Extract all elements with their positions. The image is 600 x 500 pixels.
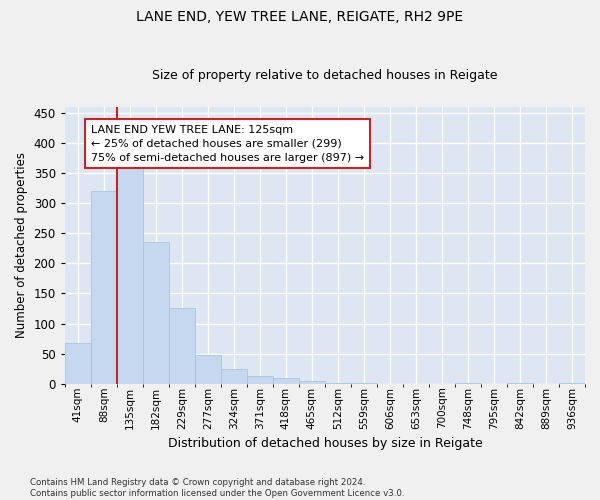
Bar [325, 383, 351, 384]
Bar [455, 383, 481, 384]
Bar [143, 242, 169, 384]
Bar [559, 382, 585, 384]
Bar [169, 308, 195, 384]
Bar [91, 191, 117, 384]
Bar [117, 168, 143, 384]
X-axis label: Distribution of detached houses by size in Reigate: Distribution of detached houses by size … [167, 437, 482, 450]
Bar [273, 378, 299, 384]
Text: Contains HM Land Registry data © Crown copyright and database right 2024.
Contai: Contains HM Land Registry data © Crown c… [30, 478, 404, 498]
Bar [351, 383, 377, 384]
Bar [195, 355, 221, 384]
Text: LANE END, YEW TREE LANE, REIGATE, RH2 9PE: LANE END, YEW TREE LANE, REIGATE, RH2 9P… [136, 10, 464, 24]
Y-axis label: Number of detached properties: Number of detached properties [15, 152, 28, 338]
Bar [221, 370, 247, 384]
Bar [247, 376, 273, 384]
Text: LANE END YEW TREE LANE: 125sqm
← 25% of detached houses are smaller (299)
75% of: LANE END YEW TREE LANE: 125sqm ← 25% of … [91, 125, 364, 163]
Bar [299, 382, 325, 384]
Bar [507, 383, 533, 384]
Bar [65, 344, 91, 384]
Title: Size of property relative to detached houses in Reigate: Size of property relative to detached ho… [152, 69, 497, 82]
